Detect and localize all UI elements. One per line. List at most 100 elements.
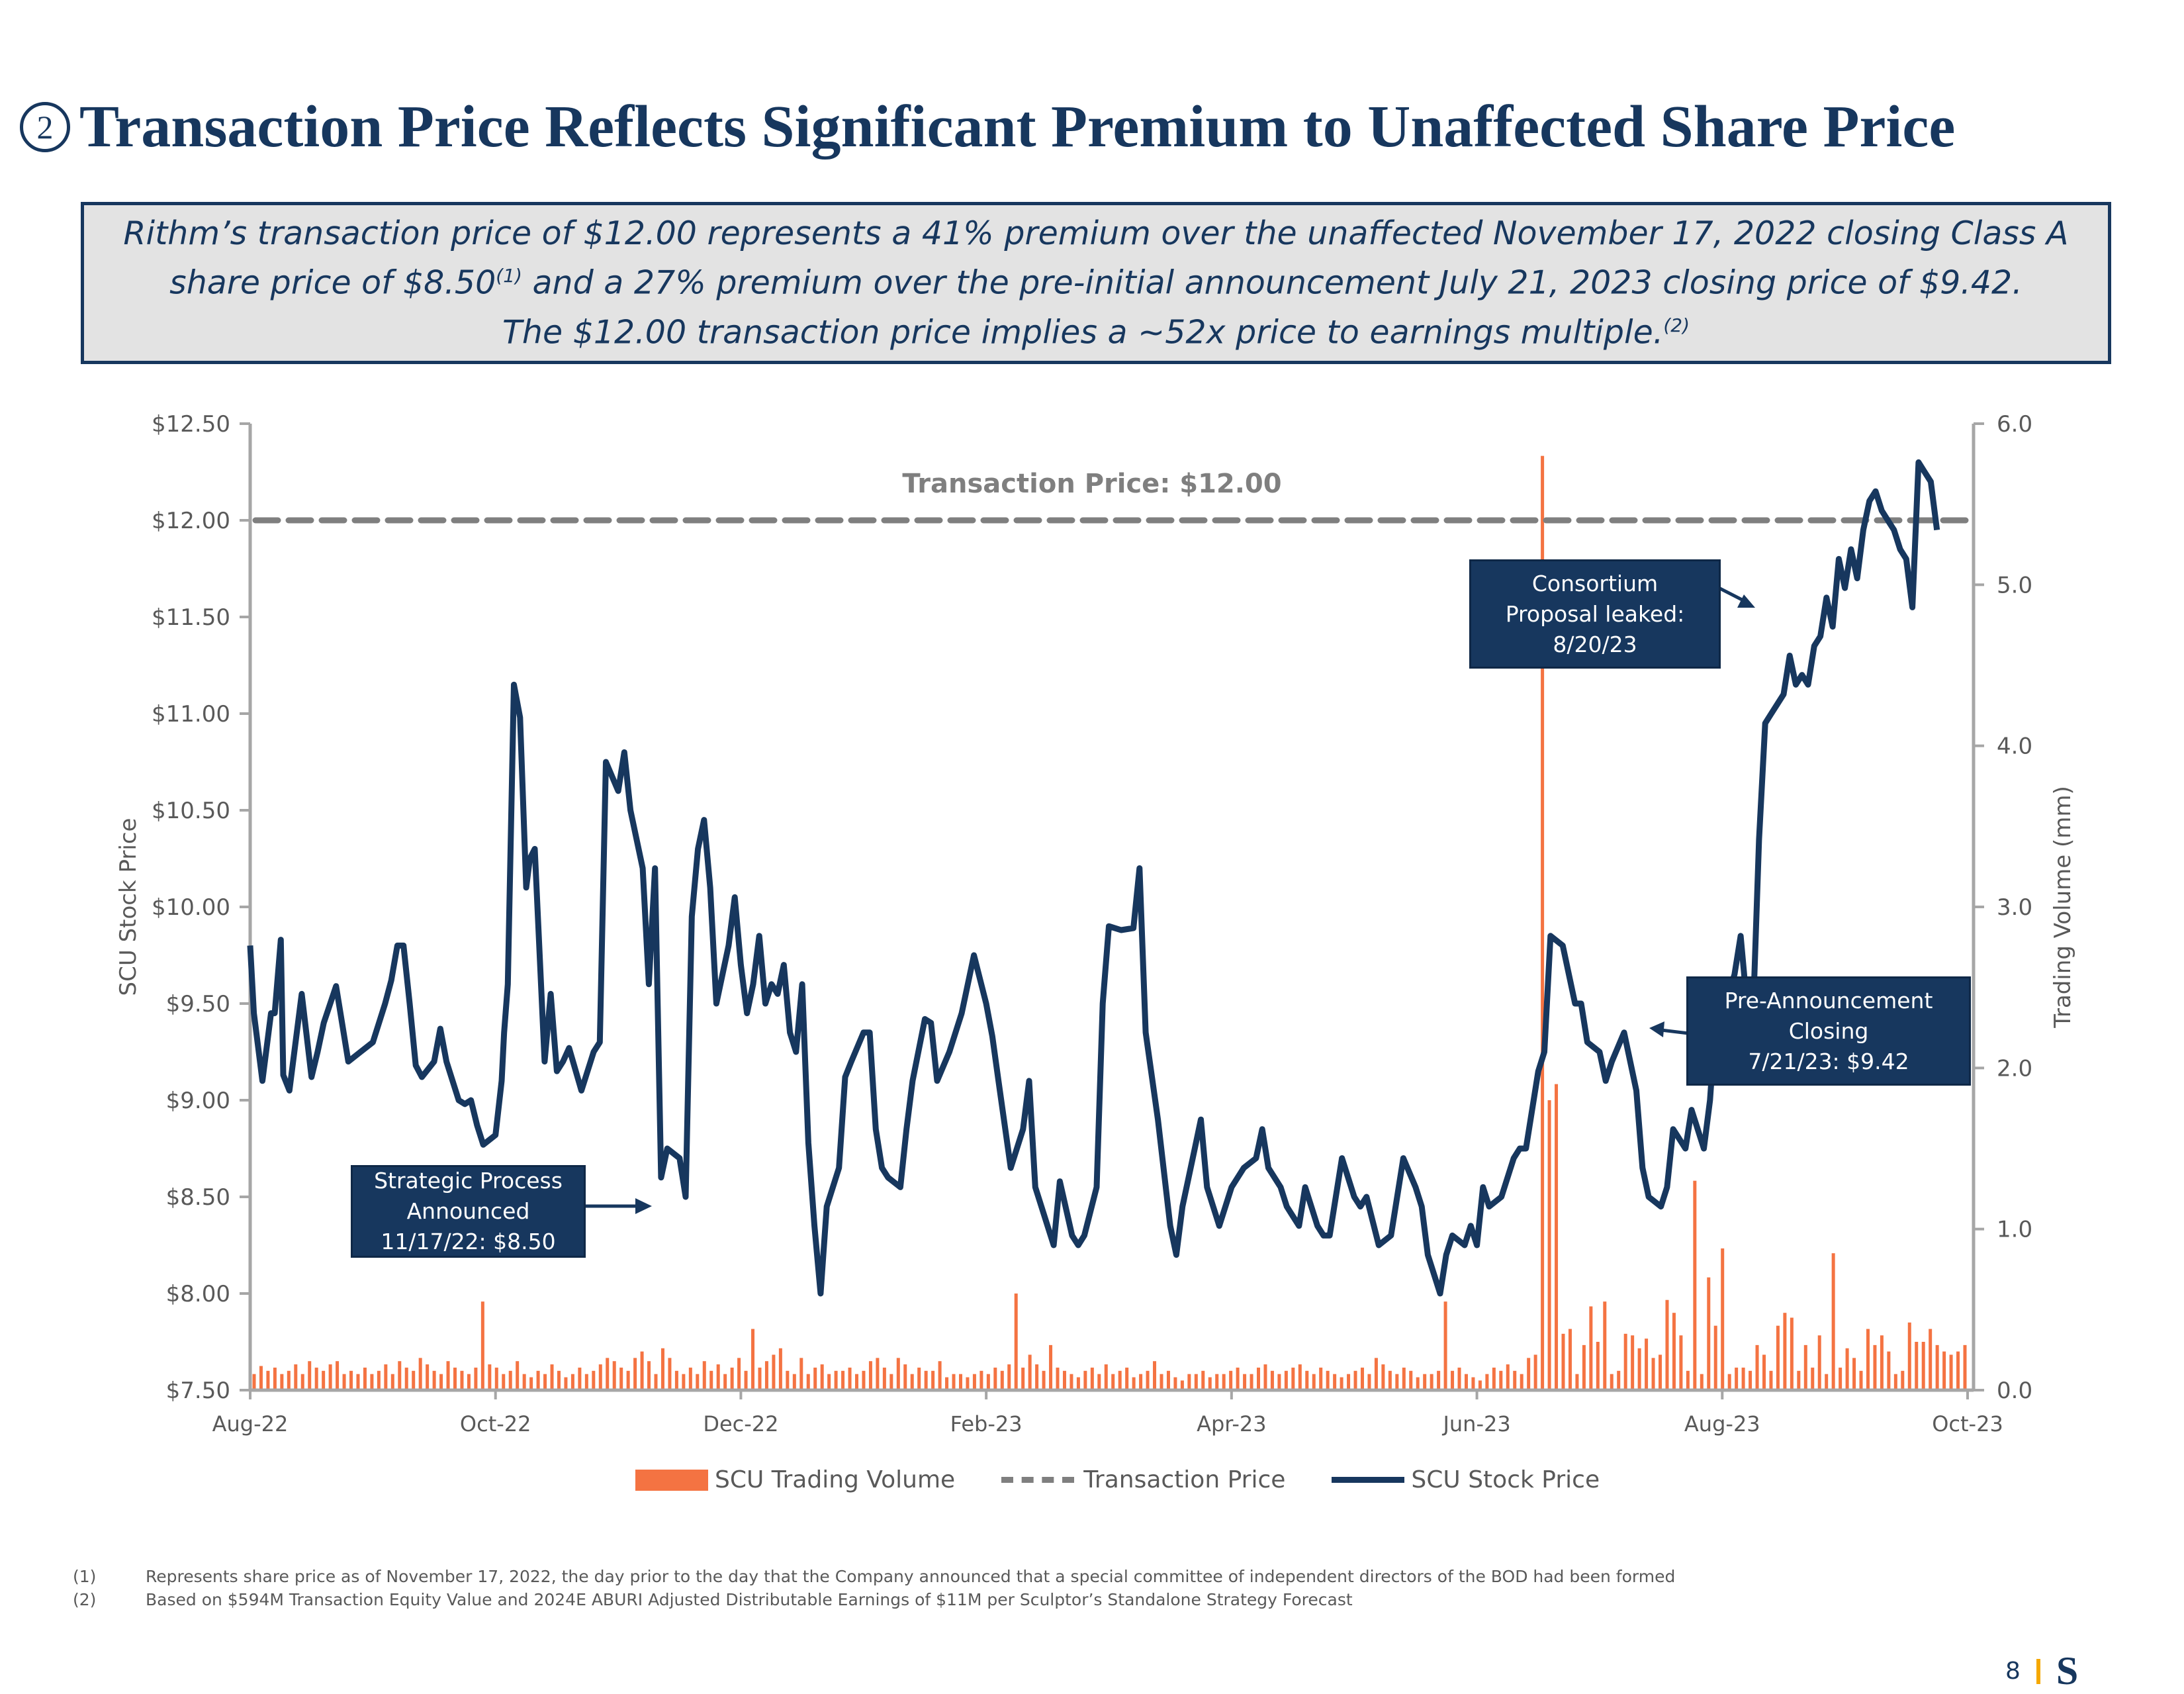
volume-bar [1430, 1374, 1433, 1390]
volume-bar [1305, 1370, 1309, 1390]
volume-bar [1312, 1374, 1316, 1390]
volume-bar [1831, 1253, 1835, 1390]
volume-bar [1090, 1367, 1094, 1390]
volume-bar [536, 1370, 540, 1390]
volume-bar [1250, 1374, 1253, 1390]
volume-bar [1603, 1301, 1607, 1390]
volume-bar [1915, 1342, 1919, 1390]
volume-bar [1527, 1358, 1531, 1390]
volume-bar [1921, 1342, 1925, 1390]
company-logo-icon: S [2056, 1649, 2079, 1693]
volume-bar [1901, 1370, 1905, 1390]
y2-tick-label: 4.0 [1997, 733, 2032, 760]
volume-bar [336, 1361, 340, 1390]
volume-bar [1956, 1351, 1960, 1390]
volume-bar [619, 1367, 623, 1390]
volume-bar [1201, 1370, 1205, 1390]
volume-bar [287, 1370, 291, 1390]
y-tick-label: $10.00 [152, 894, 230, 921]
volume-bar [723, 1374, 727, 1390]
volume-bar [1125, 1367, 1129, 1390]
volume-bar [820, 1364, 824, 1390]
volume-bar [1665, 1299, 1669, 1390]
arrowhead-consortium [1737, 594, 1755, 608]
volume-bar [1735, 1367, 1739, 1390]
volume-bar [786, 1370, 790, 1390]
volume-bar [432, 1370, 436, 1390]
volume-bar [772, 1354, 776, 1390]
x-tick-label: Oct-22 [460, 1411, 531, 1436]
y-tick-label: $7.50 [166, 1378, 230, 1404]
volume-bar [1623, 1333, 1627, 1390]
volume-bar [1949, 1354, 1953, 1390]
volume-bar [294, 1364, 298, 1390]
x-tick-label: Aug-22 [212, 1411, 289, 1436]
volume-bar [1790, 1317, 1794, 1390]
volume-bar [952, 1374, 956, 1390]
volume-bar [1645, 1339, 1649, 1390]
volume-bar [1298, 1364, 1302, 1390]
legend-label: SCU Trading Volume [715, 1466, 956, 1493]
y-ticks-left: $7.50 $8.00 $8.50 $9.00 $9.50 $10.00 $10.50 $11… [152, 411, 250, 1404]
volume-bar [557, 1370, 561, 1390]
volume-bar [1893, 1374, 1897, 1390]
volume-bar [813, 1367, 817, 1390]
volume-bar [1721, 1248, 1725, 1390]
volume-bar [308, 1361, 312, 1390]
volume-bar [958, 1374, 962, 1390]
volume-bar [855, 1374, 859, 1390]
volume-bar [1589, 1306, 1593, 1390]
volume-bar [1727, 1374, 1731, 1390]
volume-bar [1166, 1370, 1170, 1390]
volume-bar [1845, 1348, 1849, 1390]
volume-bar [1111, 1374, 1115, 1390]
volume-bar [1575, 1374, 1579, 1390]
page-footer: 8 S [2005, 1648, 2078, 1694]
annotation-pre-announcement: Pre-Announcement Closing 7/21/23: $9.42 [1686, 976, 1971, 1086]
y2-tick-label: 0.0 [1997, 1378, 2032, 1404]
volume-bar [612, 1361, 616, 1390]
volume-bar [529, 1377, 533, 1390]
volume-bar [688, 1367, 692, 1390]
volume-bar [1506, 1364, 1510, 1390]
volume-bar [1443, 1301, 1447, 1390]
footnote-2: (2) Based on $594M Transaction Equity Va… [73, 1590, 1353, 1609]
volume-bar [606, 1358, 610, 1390]
y-tick-label: $11.00 [152, 701, 230, 728]
volume-bar [1374, 1358, 1378, 1390]
volume-bar [273, 1367, 277, 1390]
volume-bar [1229, 1370, 1233, 1390]
volume-bar [1547, 1100, 1551, 1390]
volume-bar [668, 1358, 672, 1390]
volume-bar [1326, 1370, 1330, 1390]
volume-bar [1582, 1344, 1586, 1390]
y-tick-label: $8.50 [166, 1184, 230, 1211]
volume-bar [1083, 1370, 1087, 1390]
volume-bar [1270, 1370, 1274, 1390]
volume-bar [1284, 1370, 1288, 1390]
volume-bar [1035, 1364, 1039, 1390]
volume-bar [751, 1329, 755, 1390]
volume-bar [1852, 1358, 1856, 1390]
volume-bar [252, 1374, 256, 1390]
transaction-price-label: Transaction Price: $12.00 [902, 469, 1281, 499]
volume-bar [966, 1377, 970, 1390]
volume-bar [1693, 1180, 1697, 1390]
volume-bar [1499, 1370, 1503, 1390]
volume-bar [792, 1374, 796, 1390]
volume-bar [1762, 1354, 1766, 1390]
volume-bar [1561, 1333, 1565, 1390]
volume-bar [647, 1361, 651, 1390]
volume-bar [1485, 1374, 1489, 1390]
annotation-line: Pre-Announcement [1724, 987, 1933, 1013]
annotation-line: Closing [1788, 1017, 1869, 1044]
annotation-arrows [586, 586, 1755, 1214]
volume-bar [1263, 1364, 1267, 1390]
volume-bar [564, 1377, 568, 1390]
page-title: Transaction Price Reflects Significant P… [79, 94, 1956, 160]
volume-bar [1457, 1367, 1461, 1390]
annotation-line: Consortium [1531, 570, 1659, 596]
x-tick-label: Feb-23 [950, 1411, 1023, 1436]
volume-bar [1873, 1344, 1877, 1390]
legend-label: SCU Stock Price [1411, 1466, 1600, 1493]
